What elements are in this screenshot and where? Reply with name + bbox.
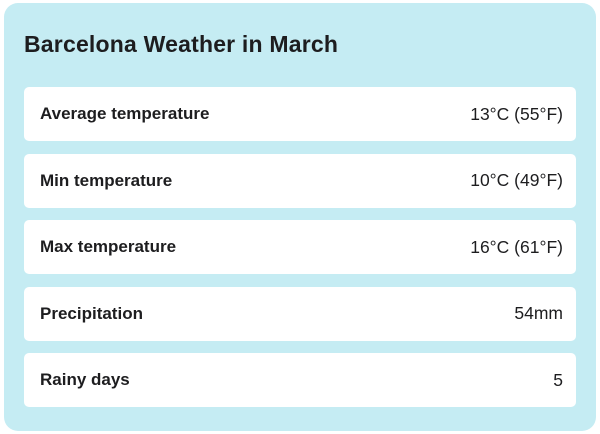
row-label: Min temperature xyxy=(40,170,173,190)
row-value: 54mm xyxy=(514,303,563,324)
weather-row-max-temperature: Max temperature 16°C (61°F) xyxy=(24,220,576,275)
row-label: Average temperature xyxy=(40,104,210,124)
weather-row-min-temperature: Min temperature 10°C (49°F) xyxy=(24,153,576,208)
weather-row-average-temperature: Average temperature 13°C (55°F) xyxy=(24,87,576,142)
row-value: 13°C (55°F) xyxy=(470,103,563,124)
weather-card: Barcelona Weather in March Average tempe… xyxy=(4,3,596,431)
row-label: Max temperature xyxy=(40,237,177,257)
row-value: 10°C (49°F) xyxy=(470,170,563,191)
weather-row-precipitation: Precipitation 54mm xyxy=(24,286,576,341)
row-value: 16°C (61°F) xyxy=(470,236,563,257)
row-label: Precipitation xyxy=(40,303,143,323)
card-title: Barcelona Weather in March xyxy=(24,31,339,57)
weather-rows: Average temperature 13°C (55°F) Min temp… xyxy=(24,87,576,408)
row-value: 5 xyxy=(553,369,563,390)
row-label: Rainy days xyxy=(40,370,130,390)
weather-row-rainy-days: Rainy days 5 xyxy=(24,353,576,408)
